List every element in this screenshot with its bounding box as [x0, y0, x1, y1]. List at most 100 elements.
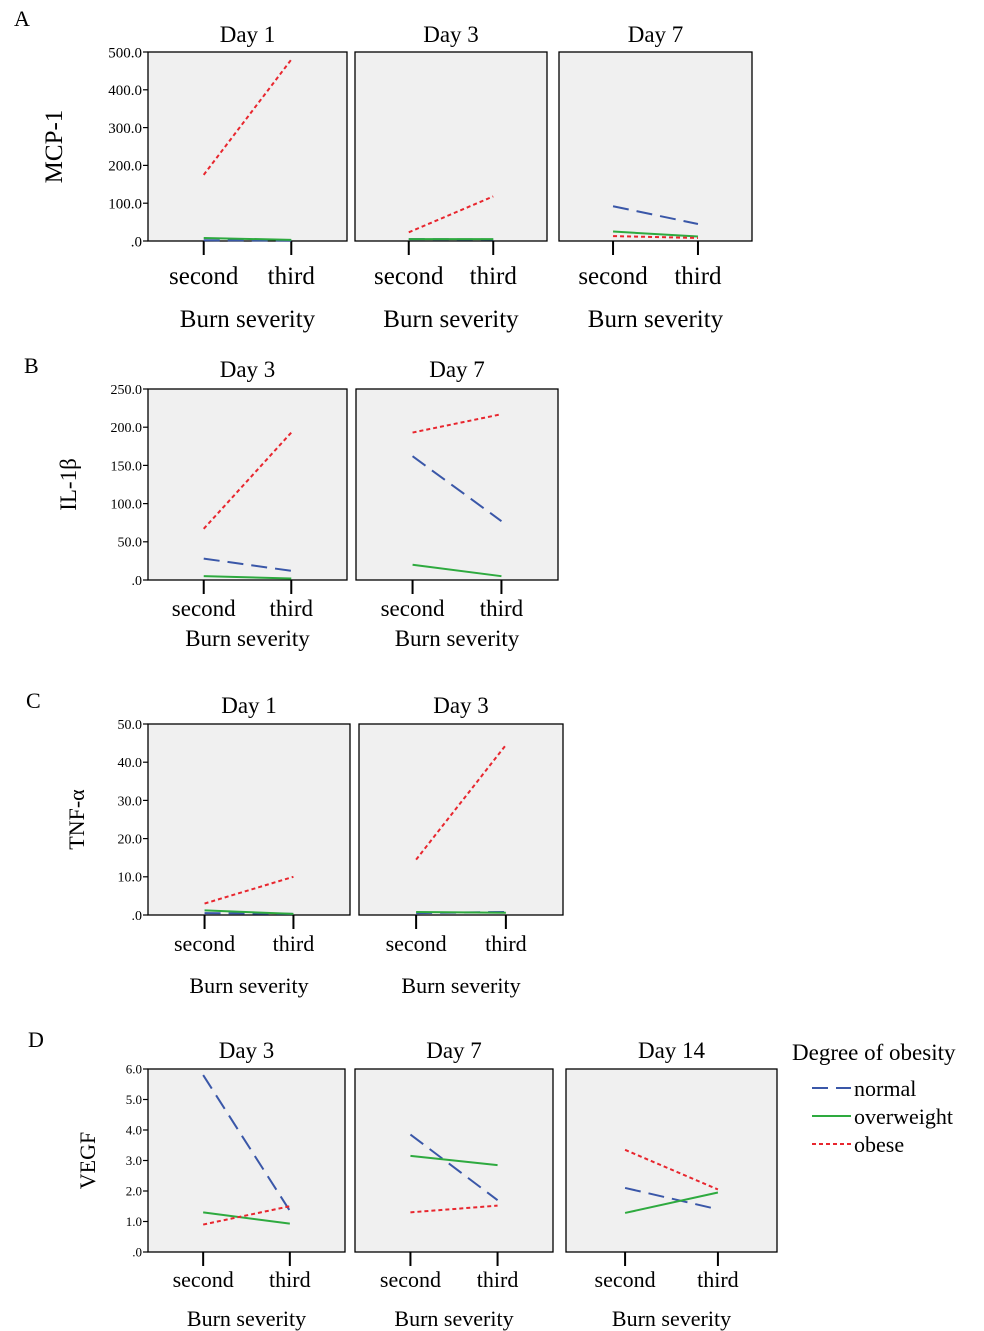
y-axis-label: VEGF: [75, 1132, 100, 1189]
y-tick-label: 40.0: [118, 756, 143, 771]
legend-label-obese: obese: [854, 1132, 904, 1157]
y-axis-label: TNF-α: [64, 789, 89, 850]
series-line-overweight: [612, 230, 699, 238]
x-tick-label: second: [173, 1267, 234, 1292]
y-tick-label: 30.0: [118, 794, 143, 809]
x-tick-label: second: [578, 263, 648, 290]
x-tick-label: third: [268, 263, 316, 290]
x-axis-label: Burn severity: [189, 973, 308, 998]
y-axis-label: IL-1β: [56, 458, 81, 511]
panel-title: Day 3: [423, 22, 479, 47]
y-axis-label: MCP-1: [41, 110, 68, 184]
panel-b-1: Day 3 second third Burn severity: [147, 357, 348, 651]
panel-c-2: Day 3 second third Burn severity: [358, 693, 564, 998]
y-tick-label: .0: [132, 1245, 142, 1260]
x-tick-label: third: [697, 1267, 739, 1292]
panel-title: Day 14: [638, 1038, 706, 1063]
y-tick-label: 50.0: [118, 536, 143, 551]
series-line-overweight: [416, 910, 506, 914]
series-line-obese: [408, 195, 494, 234]
series-line-normal: [203, 557, 292, 572]
y-tick-label: 250.0: [111, 383, 143, 398]
series-line-overweight: [203, 236, 292, 241]
chart-d: D VEGF .0 1.0 2.0 3.0 4.0 5.0 6.0 Day 3 second thir…: [28, 1027, 778, 1331]
x-tick-label: second: [386, 931, 447, 956]
panel-letter: D: [28, 1027, 44, 1052]
series-line-overweight: [410, 1154, 498, 1167]
series-line-overweight: [204, 909, 294, 915]
y-tick-label: 100.0: [108, 196, 142, 212]
x-axis-label: Burn severity: [185, 626, 310, 651]
panel-b-2: Day 7 second third Burn severity: [355, 357, 559, 651]
panel-c-1: Day 1 second third Burn severity: [147, 693, 351, 998]
chart-b: B IL-1β .0 50.0 100.0 150.0 200.0 250.0 Day 3 sec…: [24, 353, 559, 651]
series-line-obese: [202, 58, 293, 176]
panel-title: Day 3: [220, 357, 276, 382]
x-axis-label: Burn severity: [395, 626, 520, 651]
panel-frame: [147, 1068, 346, 1253]
panel-d-2: Day 7 second third Burn severity: [354, 1038, 554, 1331]
series-line-obese: [204, 875, 294, 905]
panel-title: Day 1: [220, 22, 276, 47]
y-tick-label: 2.0: [126, 1184, 142, 1199]
panel-d-1: Day 3 second third Burn severity: [147, 1038, 346, 1331]
x-tick-label: third: [485, 931, 527, 956]
y-tick-label: 400.0: [108, 83, 142, 99]
legend-label-normal: normal: [854, 1076, 916, 1101]
series-line-normal: [409, 1133, 499, 1201]
series-line-normal: [411, 455, 503, 522]
legend-label-overweight: overweight: [854, 1104, 953, 1129]
y-tick-label: 500.0: [108, 45, 142, 61]
panel-a-1: Day 1 second third Burn severity: [147, 22, 348, 333]
panel-title: Day 7: [628, 22, 684, 47]
series-line-obese: [412, 413, 502, 434]
panel-title: Day 1: [221, 693, 277, 718]
x-axis-label: Burn severity: [187, 1306, 306, 1331]
series-line-obese: [415, 744, 507, 861]
y-tick-label: 100.0: [111, 498, 143, 513]
y-tick-label: 10.0: [118, 871, 143, 886]
y-tick-label: 200.0: [108, 159, 142, 175]
series-line-normal: [624, 1186, 719, 1211]
legend: Degree of obesity normal overweight obese: [792, 1040, 956, 1157]
panel-frame: [147, 723, 351, 916]
x-tick-label: second: [374, 263, 444, 290]
x-tick-label: second: [381, 596, 445, 621]
x-tick-label: third: [269, 1267, 311, 1292]
panel-frame: [147, 388, 348, 581]
panel-frame: [354, 51, 548, 242]
series-line-obese: [613, 235, 698, 239]
panel-title: Day 7: [429, 357, 485, 382]
y-tick-label: 150.0: [111, 459, 143, 474]
y-tick-label: 5.0: [126, 1092, 142, 1107]
x-tick-label: second: [172, 596, 236, 621]
y-tick-label: 300.0: [108, 121, 142, 137]
panel-frame: [358, 723, 564, 916]
x-axis-label: Burn severity: [394, 1306, 513, 1331]
x-axis-label: Burn severity: [383, 306, 519, 333]
panel-frame: [355, 388, 559, 581]
series-line-overweight: [203, 575, 292, 580]
chart-a: A MCP-1 .0 100.0 200.0 300.0 400.0 500.0 Day 1 se…: [14, 6, 753, 333]
panel-title: Day 3: [219, 1038, 275, 1063]
series-line-normal: [202, 1074, 291, 1212]
chart-c: C TNF-α .0 10.0 20.0 30.0 40.0 50.0 Day 1 second t…: [26, 688, 564, 998]
x-tick-label: third: [270, 596, 314, 621]
x-tick-label: second: [174, 931, 235, 956]
y-tick-label: 50.0: [118, 718, 143, 733]
series-line-overweight: [624, 1191, 719, 1214]
series-line-obese: [202, 1205, 291, 1226]
y-tick-label: .0: [131, 234, 142, 250]
y-tick-label: 6.0: [126, 1062, 142, 1077]
series-line-overweight: [412, 563, 502, 578]
y-tick-label: 3.0: [126, 1153, 142, 1168]
panel-letter: B: [24, 353, 39, 378]
y-tick-label: .0: [132, 909, 143, 924]
panel-title: Day 3: [433, 693, 489, 718]
series-line-normal: [612, 205, 699, 225]
x-tick-label: second: [169, 263, 239, 290]
y-tick-label: .0: [132, 574, 143, 589]
y-tick-label: 200.0: [111, 421, 143, 436]
x-tick-label: third: [674, 263, 722, 290]
